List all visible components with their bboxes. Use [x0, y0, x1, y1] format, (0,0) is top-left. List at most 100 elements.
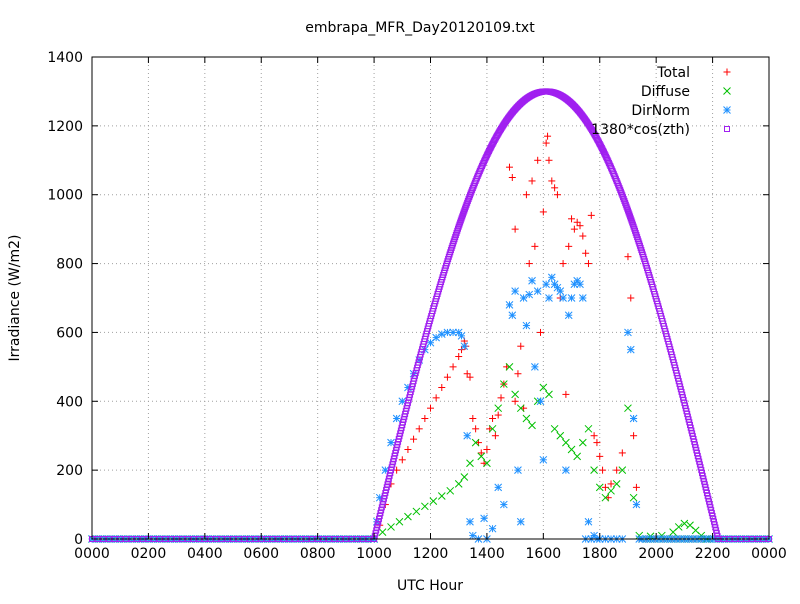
x-axis-label: UTC Hour [397, 578, 463, 594]
data-point [632, 483, 640, 491]
data-point [578, 438, 587, 447]
data-point [627, 294, 635, 302]
data-point [511, 287, 519, 295]
data-point [624, 328, 632, 337]
data-point [469, 415, 477, 422]
data-point [607, 486, 615, 495]
data-point [559, 260, 567, 268]
data-point [466, 517, 474, 526]
data-point [494, 483, 503, 492]
data-point [556, 431, 565, 440]
data-point [624, 205, 631, 212]
data-point [617, 188, 624, 195]
data-point [562, 390, 570, 398]
data-point [404, 445, 412, 453]
data-point [595, 483, 604, 492]
x-tick-label: 0800 [300, 546, 336, 562]
y-tick-label: 1400 [47, 50, 83, 66]
data-point [522, 321, 531, 330]
data-point [511, 390, 519, 399]
data-point [505, 301, 514, 309]
data-point [545, 294, 553, 302]
data-point [579, 232, 587, 240]
data-point [584, 424, 593, 433]
data-point [622, 201, 629, 208]
y-tick-label: 400 [56, 394, 83, 410]
data-point [472, 425, 480, 433]
data-point [590, 466, 598, 474]
data-point [477, 452, 486, 461]
data-point [432, 394, 440, 402]
data-point [548, 177, 556, 185]
data-point [568, 215, 576, 223]
data-point [494, 404, 503, 413]
data-point [449, 363, 457, 371]
data-point [625, 209, 632, 216]
data-point [387, 523, 395, 531]
data-point [624, 404, 632, 413]
data-point [410, 435, 418, 443]
data-point [619, 192, 626, 199]
data-point [480, 514, 488, 523]
data-point [464, 197, 471, 204]
legend-label: Diffuse [641, 84, 690, 100]
data-point [570, 225, 578, 233]
data-point [443, 373, 451, 381]
data-point [483, 459, 491, 468]
data-point [556, 287, 565, 295]
data-point [618, 449, 626, 457]
data-point [511, 397, 519, 405]
plot-frame [91, 56, 770, 540]
data-point [465, 196, 472, 203]
data-point [471, 438, 480, 447]
data-point [629, 493, 638, 502]
data-point [539, 455, 548, 464]
data-point [582, 249, 590, 257]
x-tick-label: 1600 [526, 546, 562, 562]
data-point [494, 411, 502, 419]
data-point [551, 184, 559, 192]
data-point [578, 294, 587, 302]
x-tick-label: 0000 [751, 546, 787, 562]
data-point [624, 207, 631, 214]
data-point [537, 328, 545, 336]
data-point [446, 486, 455, 495]
data-point [624, 253, 632, 261]
data-point [466, 373, 474, 381]
data-point [455, 353, 463, 361]
data-point [539, 383, 548, 392]
data-point [378, 528, 387, 536]
data-point [460, 473, 469, 481]
data-point [421, 502, 429, 511]
data-point [567, 445, 576, 454]
data-point [398, 397, 407, 406]
data-point [618, 466, 627, 474]
data-point [542, 280, 551, 289]
x-tick-label: 2000 [638, 546, 674, 562]
data-point [528, 421, 536, 430]
data-point [505, 163, 513, 171]
y-tick-label: 1200 [47, 119, 83, 135]
data-point [680, 519, 689, 528]
data-point [477, 449, 485, 457]
data-point [508, 311, 517, 320]
data-point [395, 517, 404, 526]
data-point [528, 177, 536, 185]
y-tick-label: 0 [74, 532, 83, 548]
data-point [415, 425, 423, 433]
data-point [599, 466, 607, 474]
y-tick-label: 1000 [47, 188, 83, 204]
data-point [437, 330, 446, 339]
grid [92, 57, 769, 539]
axes: 0000 0200 0400 0600 0800 1000 1200 1400 1600 1800… [47, 50, 786, 562]
data-point [545, 390, 553, 399]
legend-swatch [724, 126, 730, 132]
data-point [522, 191, 530, 199]
data-point [576, 280, 584, 289]
y-tick-label: 600 [56, 325, 83, 341]
legend-label: 1380*cos(zth) [591, 122, 690, 138]
data-point [462, 203, 469, 210]
data-point [622, 199, 629, 206]
x-tick-label: 1000 [356, 546, 392, 562]
data-point [596, 452, 604, 460]
